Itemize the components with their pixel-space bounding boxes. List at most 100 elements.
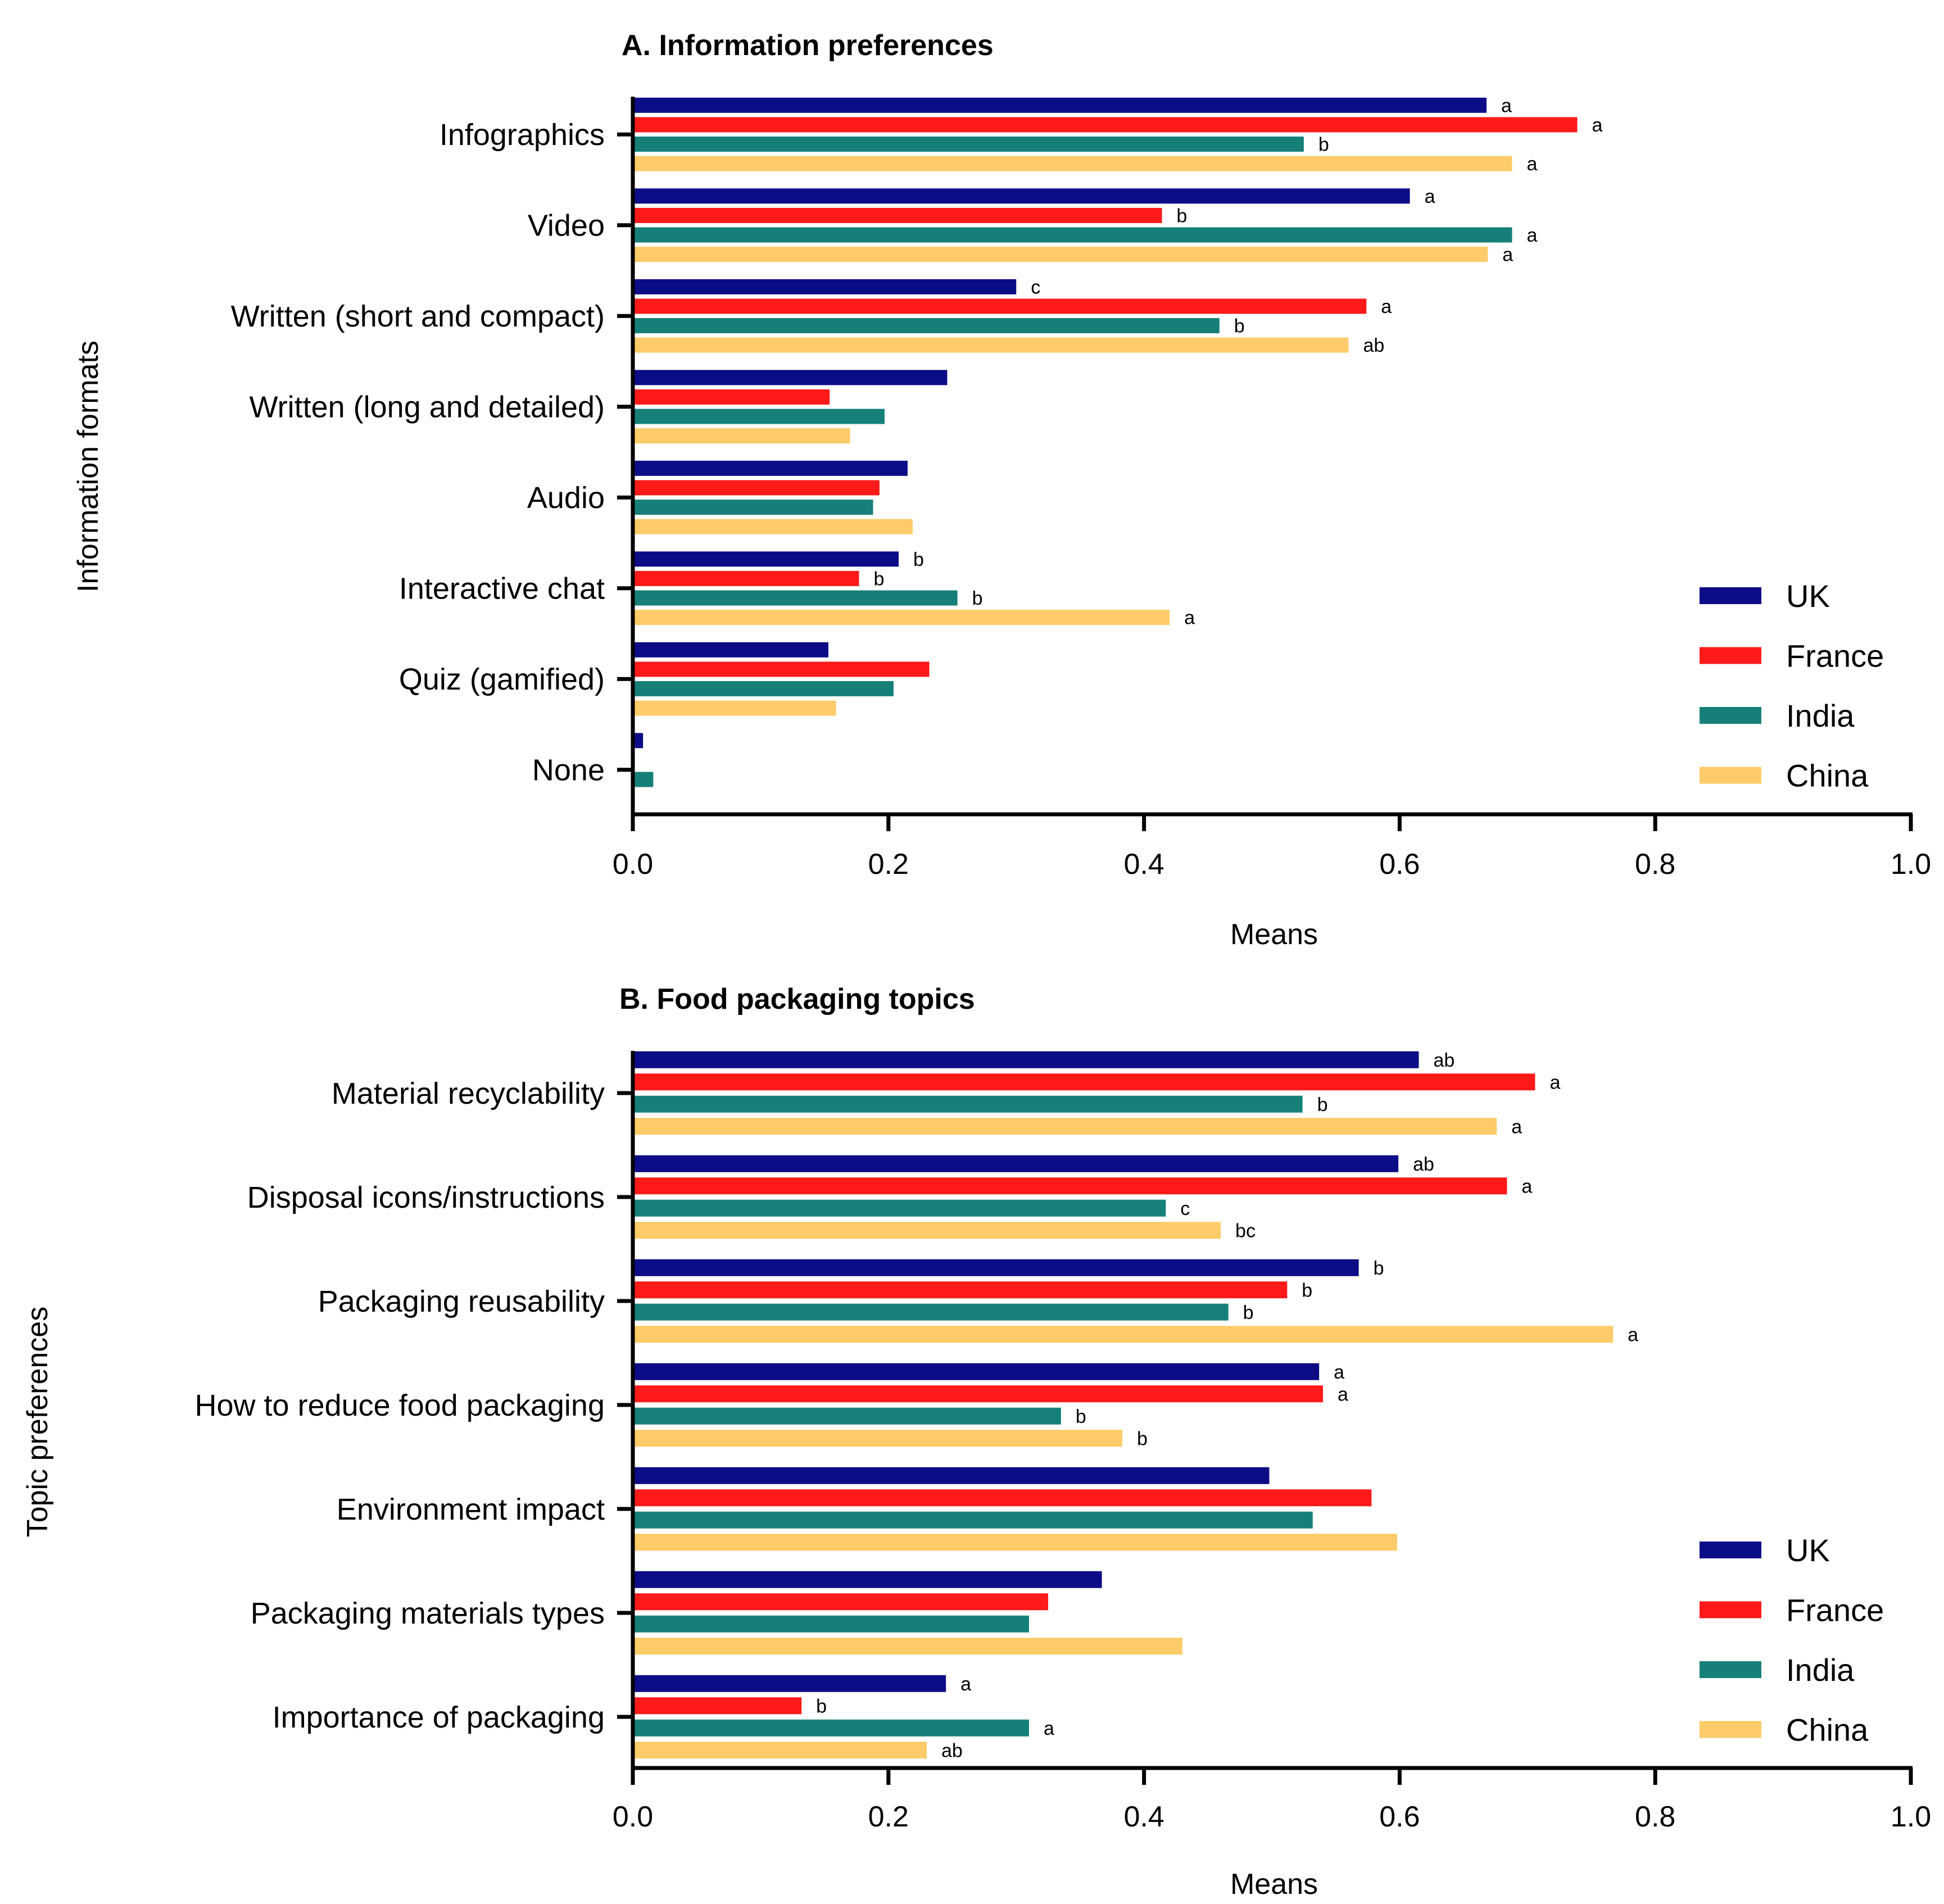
- significance-label: c: [1031, 276, 1040, 298]
- bar-china-packaging-reusability: [633, 1326, 1614, 1343]
- x-tick-label: 0.0: [613, 848, 653, 881]
- significance-label: ab: [1413, 1154, 1434, 1175]
- significance-label: a: [1425, 186, 1435, 207]
- bar-india-audio: [633, 500, 873, 515]
- bar-india-quiz-gamified: [633, 681, 894, 696]
- bar-uk-environment-impact: [633, 1467, 1270, 1484]
- category-label: None: [532, 754, 605, 787]
- significance-label: b: [1317, 1094, 1328, 1116]
- category-label: Quiz (gamified): [399, 663, 605, 696]
- bar-china-packaging-materials-types: [633, 1638, 1182, 1655]
- bar-india-written-short-and-compact: [633, 318, 1220, 333]
- bar-china-interactive-chat: [633, 610, 1170, 625]
- category-label: Material recyclability: [332, 1077, 605, 1110]
- bar-uk-packaging-reusability: [633, 1259, 1359, 1276]
- significance-label: b: [972, 588, 983, 609]
- significance-label: b: [1243, 1302, 1254, 1323]
- axes: Infographics Video Written (short and comp…: [231, 97, 1931, 881]
- bar-france-how-to-reduce-food-packaging: [633, 1385, 1323, 1403]
- chart-panel-b: B. Food packaging topics Topic preferenc…: [21, 983, 1931, 1901]
- significance-label: a: [1527, 153, 1538, 175]
- significance-label: a: [1334, 1362, 1344, 1383]
- x-tick-label: 1.0: [1891, 1801, 1931, 1833]
- significance-label: a: [1381, 296, 1392, 318]
- bar-china-quiz-gamified: [633, 700, 836, 716]
- legend-swatch-uk: [1700, 1542, 1761, 1558]
- x-tick-label: 0.0: [613, 1801, 653, 1833]
- bar-france-material-recyclability: [633, 1073, 1535, 1091]
- significance-label: b: [1176, 205, 1187, 226]
- y-axis-title: Topic preferences: [21, 1307, 54, 1537]
- chart-title: B. Food packaging topics: [619, 983, 975, 1016]
- significance-label: b: [1076, 1406, 1086, 1427]
- legend-swatch-france: [1700, 647, 1761, 664]
- category-label: How to reduce food packaging: [195, 1389, 605, 1422]
- significance-label: a: [1527, 225, 1538, 246]
- bar-india-how-to-reduce-food-packaging: [633, 1407, 1061, 1425]
- category-label: Disposal icons/instructions: [247, 1181, 605, 1214]
- legend: UK France India China: [1700, 1533, 1884, 1748]
- legend-label-uk: UK: [1786, 578, 1830, 614]
- bar-uk-written-long-and-detailed: [633, 370, 948, 386]
- bar-china-infographics: [633, 156, 1512, 171]
- category-label: Packaging materials types: [251, 1597, 605, 1630]
- category-label: Written (short and compact): [231, 300, 605, 333]
- bar-france-environment-impact: [633, 1489, 1372, 1507]
- bar-france-interactive-chat: [633, 570, 859, 586]
- bar-uk-packaging-materials-types: [633, 1571, 1102, 1588]
- x-tick-label: 0.8: [1635, 1801, 1675, 1833]
- bar-uk-none: [633, 733, 644, 749]
- bar-india-packaging-materials-types: [633, 1615, 1029, 1633]
- x-tick-label: 1.0: [1891, 848, 1931, 881]
- bar-uk-quiz-gamified: [633, 642, 828, 658]
- category-label: Interactive chat: [399, 572, 605, 606]
- legend-label-india: India: [1786, 1652, 1855, 1688]
- bar-france-importance-of-packaging: [633, 1697, 802, 1715]
- legend-swatch-india: [1700, 707, 1761, 724]
- significance-label: a: [1501, 95, 1512, 116]
- bar-uk-infographics: [633, 97, 1487, 113]
- x-tick-label: 0.4: [1123, 848, 1164, 881]
- bar-france-video: [633, 207, 1162, 223]
- significance-label: b: [1234, 316, 1245, 337]
- category-label: Environment impact: [337, 1493, 605, 1526]
- significance-label: b: [913, 549, 924, 570]
- legend-label-france: France: [1786, 1593, 1884, 1628]
- legend-label-china: China: [1786, 1712, 1869, 1748]
- bar-china-written-long-and-detailed: [633, 428, 850, 444]
- bar-china-material-recyclability: [633, 1118, 1497, 1135]
- legend-label-france: France: [1786, 638, 1884, 674]
- category-label: Video: [528, 209, 605, 243]
- bar-china-disposal-icons-instructions: [633, 1222, 1221, 1239]
- bar-france-packaging-reusability: [633, 1281, 1288, 1299]
- significance-label: b: [1302, 1280, 1312, 1301]
- bar-uk-interactive-chat: [633, 551, 899, 567]
- bar-india-video: [633, 227, 1512, 243]
- bar-india-environment-impact: [633, 1511, 1313, 1529]
- bar-france-disposal-icons-instructions: [633, 1177, 1507, 1195]
- bar-uk-material-recyclability: [633, 1051, 1419, 1068]
- category-label: Audio: [527, 481, 605, 515]
- significance-label: b: [1374, 1258, 1384, 1279]
- bar-france-written-long-and-detailed: [633, 389, 830, 405]
- significance-label: a: [1511, 1116, 1522, 1137]
- axes: Material recyclability Disposal icons/ins…: [195, 1051, 1931, 1833]
- significance-label: c: [1180, 1198, 1190, 1220]
- bar-france-written-short-and-compact: [633, 298, 1367, 314]
- legend-swatch-uk: [1700, 587, 1761, 604]
- bar-china-video: [633, 247, 1488, 262]
- significance-label: b: [816, 1696, 827, 1717]
- category-label: Infographics: [439, 118, 605, 152]
- significance-label: a: [1628, 1324, 1638, 1345]
- significance-label: a: [960, 1674, 971, 1695]
- bar-china-how-to-reduce-food-packaging: [633, 1430, 1122, 1447]
- legend: UK France India China: [1700, 578, 1884, 794]
- significance-label: a: [1338, 1384, 1348, 1405]
- bar-india-importance-of-packaging: [633, 1719, 1029, 1737]
- bar-uk-importance-of-packaging: [633, 1675, 946, 1692]
- x-axis-title: Means: [1230, 1868, 1318, 1901]
- significance-label: ab: [1434, 1050, 1455, 1071]
- y-axis-title: Information formats: [72, 341, 105, 592]
